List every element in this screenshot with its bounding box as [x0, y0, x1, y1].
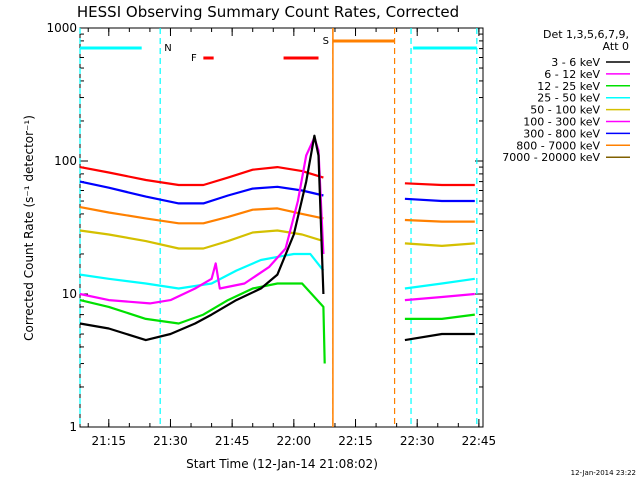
x-tick-label: 22:15	[338, 434, 373, 448]
x-tick-label: 21:45	[215, 434, 250, 448]
legend-label: 12 - 25 keV	[537, 80, 600, 93]
y-tick-label: 100	[54, 154, 77, 168]
x-tick-label: 22:30	[400, 434, 435, 448]
legend-label: 7000 - 20000 keV	[502, 151, 600, 164]
saa-flag-label: S	[323, 36, 329, 47]
x-tick-label: 22:00	[277, 434, 312, 448]
y-tick-label: 1000	[46, 21, 77, 35]
flag-bars: N S F	[79, 28, 478, 427]
series-line-3-6-	[404, 332, 475, 342]
legend-label: 300 - 800 keV	[523, 127, 600, 140]
series-line-800-7000-	[79, 206, 324, 225]
x-axis: 21:15 21:30 21:45 22:00 22:15 22:30 22:45	[87, 28, 497, 448]
legend-label: 25 - 50 keV	[537, 92, 600, 105]
series-line-6-12-	[79, 136, 325, 305]
series-line-12-25-	[79, 282, 326, 364]
series-line-50-100-	[404, 242, 475, 247]
series-line-300-800-	[79, 180, 324, 205]
series-group	[79, 134, 475, 364]
legend-label: 100 - 300 keV	[523, 116, 600, 129]
legend-label: 3 - 6 keV	[551, 56, 600, 69]
night-flag-label: N	[164, 43, 171, 54]
x-tick-label: 22:45	[462, 434, 497, 448]
series-line-300-800-	[404, 197, 475, 203]
y-axis-label: Corrected Count Rate (s⁻¹ detector⁻¹)	[22, 115, 36, 341]
legend-header-line-2: Att 0	[603, 40, 629, 53]
x-tick-label: 21:15	[91, 434, 126, 448]
series-line-6-12-	[404, 292, 475, 302]
series-line-100-300-	[404, 182, 475, 187]
series-line-12-25-	[404, 313, 475, 320]
legend-label: 6 - 12 keV	[544, 68, 600, 81]
footer-date: 12-Jan-2014 23:22	[571, 469, 636, 477]
series-line-3-6-	[79, 134, 325, 342]
legend-header-line-1: Det 1,3,5,6,7,9,	[543, 28, 629, 41]
x-axis-label: Start Time (12-Jan-14 21:08:02)	[186, 457, 378, 471]
series-line-25-50-	[79, 252, 325, 290]
legend-label: 50 - 100 keV	[530, 104, 600, 117]
plot-frame	[79, 27, 484, 428]
y-axis: 1 10 100 1000	[46, 21, 483, 434]
legend-label: 800 - 7000 keV	[516, 139, 600, 152]
flare-flag-label: F	[191, 53, 197, 64]
series-line-100-300-	[79, 166, 324, 187]
chart-title: HESSI Observing Summary Count Rates, Cor…	[77, 3, 459, 21]
series-line-800-7000-	[404, 218, 475, 223]
series-line-25-50-	[404, 277, 475, 290]
x-tick-label: 21:30	[153, 434, 188, 448]
y-tick-label: 1	[69, 420, 77, 434]
y-tick-label: 10	[62, 287, 77, 301]
